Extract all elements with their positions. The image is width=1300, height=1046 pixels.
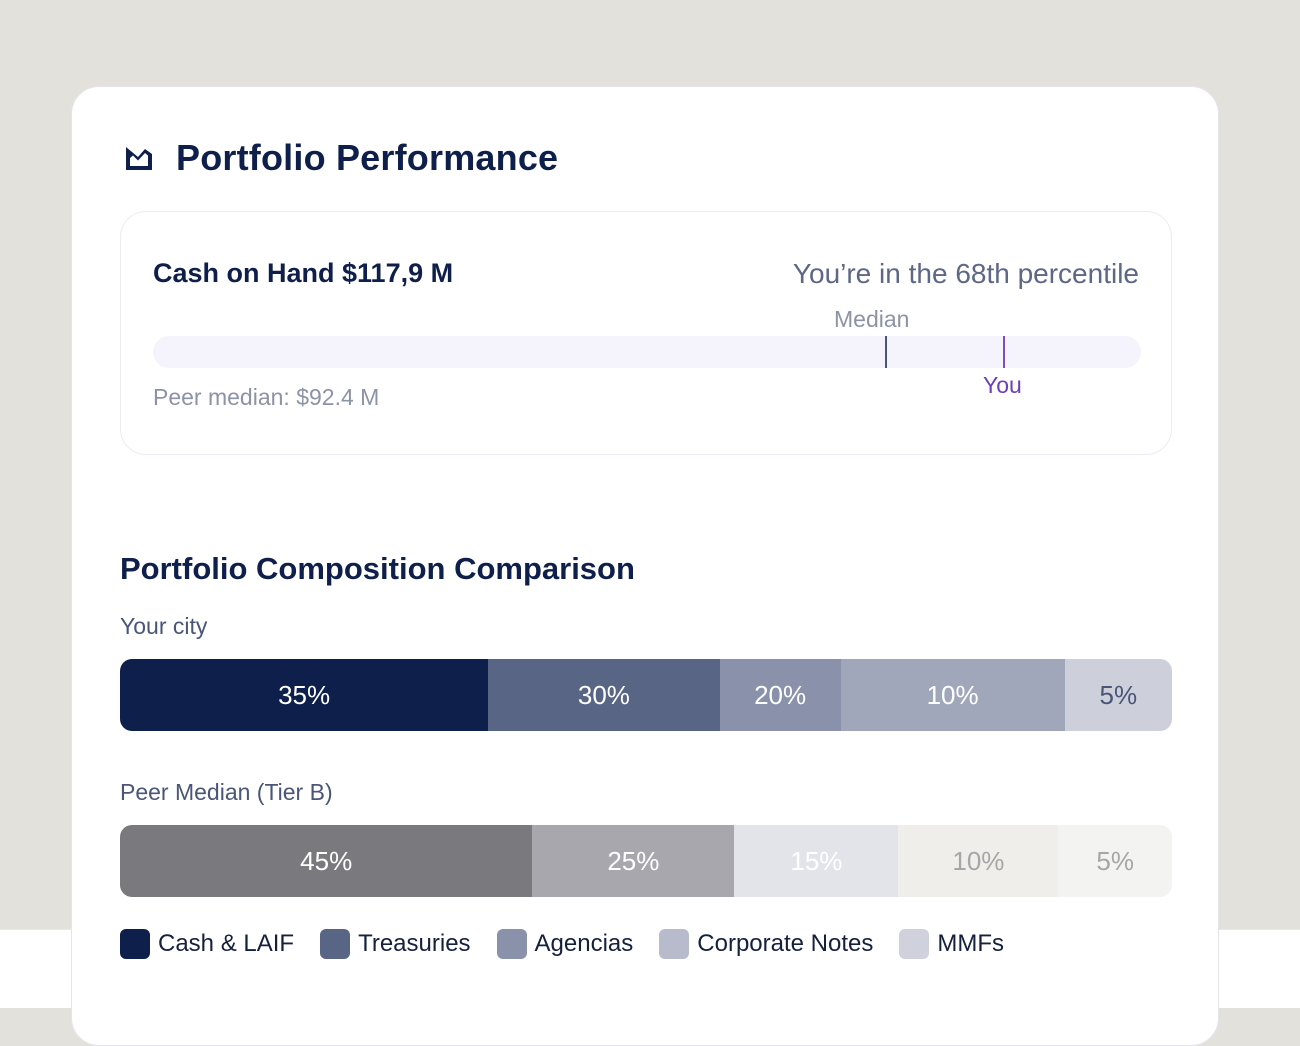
legend-label: Treasuries (358, 930, 471, 957)
legend-label: Agencias (534, 930, 634, 957)
legend-swatch (496, 929, 527, 959)
your-city-segment-2: 30% (488, 659, 720, 731)
legend-item: Cash & LAIF (120, 929, 294, 959)
percentile-track (153, 336, 1141, 368)
you-marker (1003, 336, 1005, 368)
your-city-composition-bar: 35% 30% 20% 10% 5% (120, 659, 1172, 731)
peer-median-segment-1: 45% (120, 825, 533, 897)
legend-swatch (320, 929, 351, 959)
legend-item: Agencias (496, 929, 634, 959)
median-label: Median (834, 306, 910, 332)
card-header: Portfolio Performance (122, 137, 558, 179)
cash-performance-panel: Cash on Hand $117,9 M You’re in the 68th… (120, 211, 1172, 455)
your-city-segment-3: 20% (719, 659, 841, 731)
composition-title: Portfolio Composition Comparison (120, 551, 635, 586)
peer-median-segment-4: 10% (898, 825, 1059, 897)
legend-item: MMFs (899, 929, 1004, 959)
peer-median-label: Peer Median (Tier B) (120, 779, 333, 805)
median-marker (885, 336, 887, 368)
portfolio-performance-card: Portfolio Performance Cash on Hand $117,… (71, 86, 1219, 1046)
legend-swatch (899, 929, 930, 959)
peer-median-composition-bar: 45% 25% 15% 10% 5% (120, 825, 1172, 897)
legend-item: Treasuries (320, 929, 471, 959)
legend-item: Corporate Notes (659, 929, 873, 959)
legend-label: MMFs (937, 930, 1005, 957)
percentile-text: You’re in the 68th percentile (792, 258, 1139, 289)
legend-label: Cash & LAIF (158, 930, 295, 957)
chart-area-icon (126, 147, 152, 170)
peer-median-segment-3: 15% (734, 825, 899, 897)
you-label: You (983, 372, 1022, 398)
your-city-segment-1: 35% (120, 659, 489, 731)
composition-legend: Cash & LAIF Treasuries Agencias Corporate N… (120, 929, 1030, 959)
your-city-segment-4: 10% (840, 659, 1065, 731)
legend-swatch (659, 929, 690, 959)
your-city-label: Your city (120, 613, 208, 639)
legend-swatch (120, 929, 150, 959)
your-city-segment-5: 5% (1064, 659, 1172, 731)
peer-median-text: Peer median: $92.4 M (153, 384, 380, 410)
cash-on-hand-label: Cash on Hand $117,9 M (153, 258, 454, 288)
legend-label: Corporate Notes (697, 930, 874, 957)
page-title: Portfolio Performance (176, 137, 559, 178)
peer-median-segment-2: 25% (532, 825, 735, 897)
peer-median-segment-5: 5% (1058, 825, 1172, 897)
